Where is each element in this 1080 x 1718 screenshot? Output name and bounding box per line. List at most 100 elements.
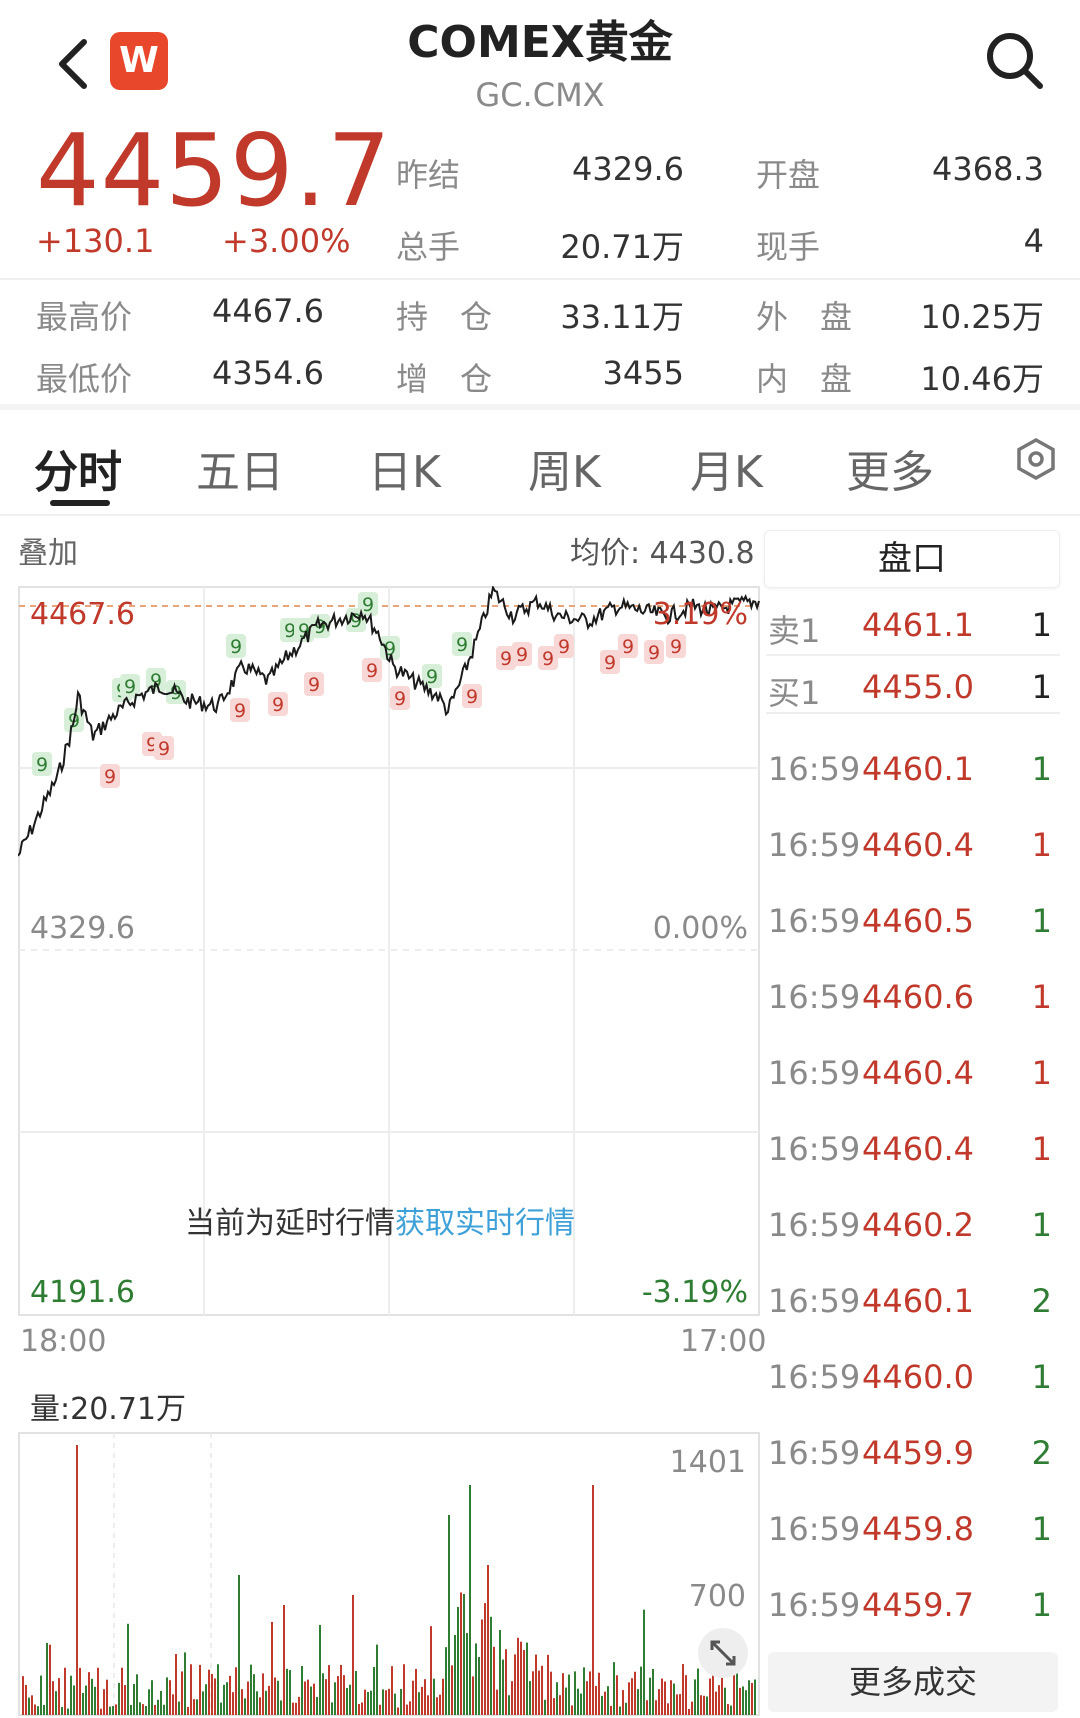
volume-bar bbox=[370, 1690, 372, 1715]
y-axis-mid-label: 4329.6 bbox=[30, 911, 135, 946]
current-lot-label: 现手 bbox=[756, 228, 821, 266]
volume-bar bbox=[298, 1696, 300, 1715]
volume-bar bbox=[484, 1603, 486, 1715]
volume-bar bbox=[328, 1665, 330, 1715]
volume-bar bbox=[637, 1689, 639, 1715]
realtime-quote-link[interactable]: 获取实时行情 bbox=[395, 1206, 575, 1241]
hexagon-settings-icon bbox=[1017, 437, 1055, 481]
tab-weekly-k[interactable]: 周K bbox=[528, 447, 601, 498]
volume-bar bbox=[508, 1695, 510, 1715]
prev-settle-label: 昨结 bbox=[396, 156, 461, 194]
overlay-button[interactable]: 叠加 bbox=[18, 536, 78, 571]
trade-row: 16:59 4460.1 1 bbox=[768, 750, 1058, 790]
volume-bar bbox=[37, 1706, 39, 1715]
signal-marker-label: 9 bbox=[466, 686, 478, 708]
volume-bar bbox=[265, 1690, 267, 1715]
tab-intraday[interactable]: 分时 bbox=[34, 447, 122, 498]
volume-bar bbox=[403, 1664, 405, 1715]
signal-marker-red: 9 bbox=[600, 650, 620, 674]
volume-bar bbox=[682, 1664, 684, 1715]
volume-bar bbox=[442, 1678, 444, 1715]
signal-marker-red: 9 bbox=[304, 672, 324, 696]
volume-bar bbox=[178, 1701, 180, 1715]
high-value: 4467.6 bbox=[212, 292, 324, 330]
volume-bar bbox=[463, 1593, 465, 1715]
signal-marker-red: 9 bbox=[644, 640, 664, 664]
tab-five-day[interactable]: 五日 bbox=[196, 447, 284, 498]
intraday-price-chart[interactable]: 99999999999999999999999999999999 4467.6 … bbox=[18, 586, 760, 1316]
volume-bar bbox=[481, 1619, 483, 1715]
expand-chart-button[interactable] bbox=[698, 1628, 748, 1678]
chart-settings-button[interactable] bbox=[1014, 437, 1058, 481]
pct-axis-top-label: 3.19% bbox=[653, 597, 748, 632]
price-change: +130.1 bbox=[36, 222, 155, 260]
volume-bar bbox=[514, 1654, 516, 1715]
volume-bar bbox=[64, 1667, 66, 1715]
volume-bar bbox=[727, 1704, 729, 1715]
trade-time: 16:59 bbox=[768, 1130, 861, 1168]
volume-bar bbox=[70, 1675, 72, 1715]
search-button[interactable] bbox=[980, 26, 1050, 96]
outer-volume-label: 外 盘 bbox=[756, 298, 853, 336]
volume-bar bbox=[535, 1654, 537, 1715]
trade-time: 16:59 bbox=[768, 1054, 861, 1092]
volume-bar bbox=[679, 1694, 681, 1715]
tab-monthly-k[interactable]: 月K bbox=[690, 447, 763, 498]
signal-marker-green: 9 bbox=[32, 752, 52, 776]
app-logo: W bbox=[110, 32, 168, 90]
volume-bar bbox=[709, 1678, 711, 1715]
volume-bar bbox=[622, 1690, 624, 1715]
back-button[interactable] bbox=[48, 28, 98, 98]
volume-bar bbox=[55, 1691, 57, 1715]
trade-qty: 1 bbox=[1031, 902, 1052, 940]
volume-bar bbox=[583, 1667, 585, 1715]
header-bar: COMEX黄金 GC.CMX W bbox=[0, 0, 1080, 120]
volume-bar bbox=[451, 1665, 453, 1715]
signal-marker-label: 9 bbox=[230, 636, 242, 658]
trade-time: 16:59 bbox=[768, 1434, 861, 1472]
bid-row: 买1 4455.0 1 bbox=[768, 668, 1058, 712]
volume-bar bbox=[223, 1684, 225, 1715]
trade-price: 4460.4 bbox=[862, 826, 974, 864]
trade-row: 16:59 4460.0 1 bbox=[768, 1358, 1058, 1398]
volume-bar bbox=[604, 1691, 606, 1715]
volume-bar bbox=[349, 1684, 351, 1715]
ask-price: 4461.1 bbox=[862, 606, 974, 644]
volume-bar bbox=[586, 1681, 588, 1715]
signal-marker-green: 9 bbox=[226, 634, 246, 658]
volume-bar bbox=[742, 1686, 744, 1715]
signal-marker-label: 9 bbox=[284, 620, 296, 642]
volume-bar bbox=[136, 1674, 138, 1715]
volume-bar bbox=[541, 1665, 543, 1715]
open-value: 4368.3 bbox=[932, 150, 1044, 188]
trade-row: 16:59 4460.5 1 bbox=[768, 902, 1058, 942]
volume-bar bbox=[721, 1675, 723, 1715]
volume-bar bbox=[610, 1705, 612, 1715]
volume-bar bbox=[358, 1704, 360, 1715]
orderbook-tab[interactable]: 盘口 bbox=[764, 530, 1060, 588]
signal-marker-label: 9 bbox=[308, 674, 320, 696]
volume-bar bbox=[712, 1668, 714, 1715]
volume-bar bbox=[670, 1680, 672, 1715]
volume-bar bbox=[331, 1702, 333, 1715]
volume-chart[interactable]: 1401 700 bbox=[18, 1432, 760, 1716]
volume-bar bbox=[562, 1673, 564, 1715]
volume-bar bbox=[274, 1677, 276, 1715]
volume-bar bbox=[685, 1675, 687, 1715]
volume-bar bbox=[292, 1702, 294, 1715]
tab-more[interactable]: 更多 bbox=[846, 447, 934, 498]
volume-bar bbox=[379, 1704, 381, 1715]
volume-bars bbox=[22, 1445, 756, 1715]
volume-bar bbox=[100, 1708, 102, 1715]
volume-bar bbox=[523, 1650, 525, 1715]
more-trades-button[interactable]: 更多成交 bbox=[768, 1652, 1058, 1712]
volume-bar bbox=[97, 1667, 99, 1715]
volume-bar bbox=[361, 1702, 363, 1715]
volume-bar bbox=[22, 1676, 24, 1715]
tab-daily-k[interactable]: 日K bbox=[368, 447, 441, 498]
outer-volume-value: 10.25万 bbox=[920, 298, 1044, 336]
signal-marker-label: 9 bbox=[542, 648, 554, 670]
volume-bar bbox=[415, 1668, 417, 1715]
volume-bar bbox=[592, 1485, 594, 1715]
trade-qty: 1 bbox=[1031, 826, 1052, 864]
